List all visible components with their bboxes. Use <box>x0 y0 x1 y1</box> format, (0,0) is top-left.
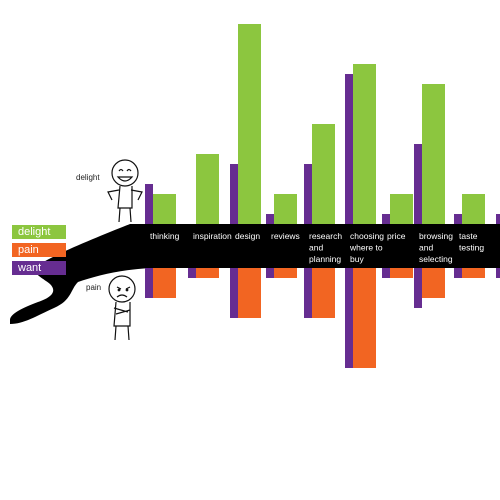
want-bar-reviews-down <box>266 268 274 278</box>
pain-bar-browsing <box>422 268 445 298</box>
legend-want: want <box>12 261 66 275</box>
journey-band <box>10 224 500 324</box>
sad-face-icon <box>108 275 136 341</box>
delight-bars <box>153 24 485 224</box>
category-labels: thinking inspiration design reviews research… <box>150 231 484 264</box>
delight-bar-choosing <box>353 64 376 224</box>
delight-bar-thinking <box>153 194 176 224</box>
category-label-design: design <box>235 231 260 241</box>
want-bar-c-up <box>496 214 500 224</box>
want-bar-research-down <box>304 268 312 318</box>
delight-annotation: delight <box>76 173 100 182</box>
category-label-price: price <box>387 231 406 241</box>
delight-bar-reviews <box>274 194 297 224</box>
category-label-research: research and planning <box>309 231 342 264</box>
want-bar-thinking-up <box>145 184 153 224</box>
pain-annotation: pain <box>86 283 102 292</box>
want-bar-inspiration-down <box>188 268 196 278</box>
pain-bar-choosing <box>353 268 376 368</box>
delight-bar-price <box>390 194 413 224</box>
pain-bar-price <box>390 268 413 278</box>
happy-face-icon <box>107 159 143 223</box>
want-bar-price-up <box>382 214 390 224</box>
want-bar-c-down <box>496 268 500 278</box>
category-label-reviews: reviews <box>271 231 300 241</box>
pain-bar-research <box>312 268 335 318</box>
delight-bar-research <box>312 124 335 224</box>
want-bar-taste-down <box>454 268 462 278</box>
category-label-inspiration: inspiration <box>193 231 232 241</box>
category-label-browsing: browsing and selecting <box>419 231 453 264</box>
category-label-choosing: choosing where to buy <box>349 231 384 264</box>
want-bar-thinking-down <box>145 268 153 298</box>
pain-bars <box>153 268 485 368</box>
want-bar-design-down <box>230 268 238 318</box>
want-bar-design-up <box>230 164 238 224</box>
category-label-thinking: thinking <box>150 231 180 241</box>
legend-pain: pain <box>12 243 66 257</box>
pain-bar-thinking <box>153 268 176 298</box>
want-bar-research-up <box>304 164 312 224</box>
want-bar-reviews-up <box>266 214 274 224</box>
want-bar-price-down <box>382 268 390 278</box>
delight-bar-browsing <box>422 84 445 224</box>
pain-bar-reviews <box>274 268 297 278</box>
want-bar-browsing-down <box>414 268 422 308</box>
want-bars <box>145 74 500 368</box>
want-bar-choosing-up <box>345 74 353 224</box>
pain-bar-design <box>238 268 261 318</box>
delight-bar-inspiration <box>196 154 219 224</box>
category-label-taste: taste testing <box>459 231 484 253</box>
delight-bar-taste <box>462 194 485 224</box>
legend-delight: delight <box>12 225 66 239</box>
pain-bar-taste <box>462 268 485 278</box>
want-bar-taste-up <box>454 214 462 224</box>
want-bar-browsing-up <box>414 144 422 224</box>
delight-bar-design <box>238 24 261 224</box>
pain-bar-inspiration <box>196 268 219 278</box>
want-bar-choosing-down <box>345 268 353 368</box>
